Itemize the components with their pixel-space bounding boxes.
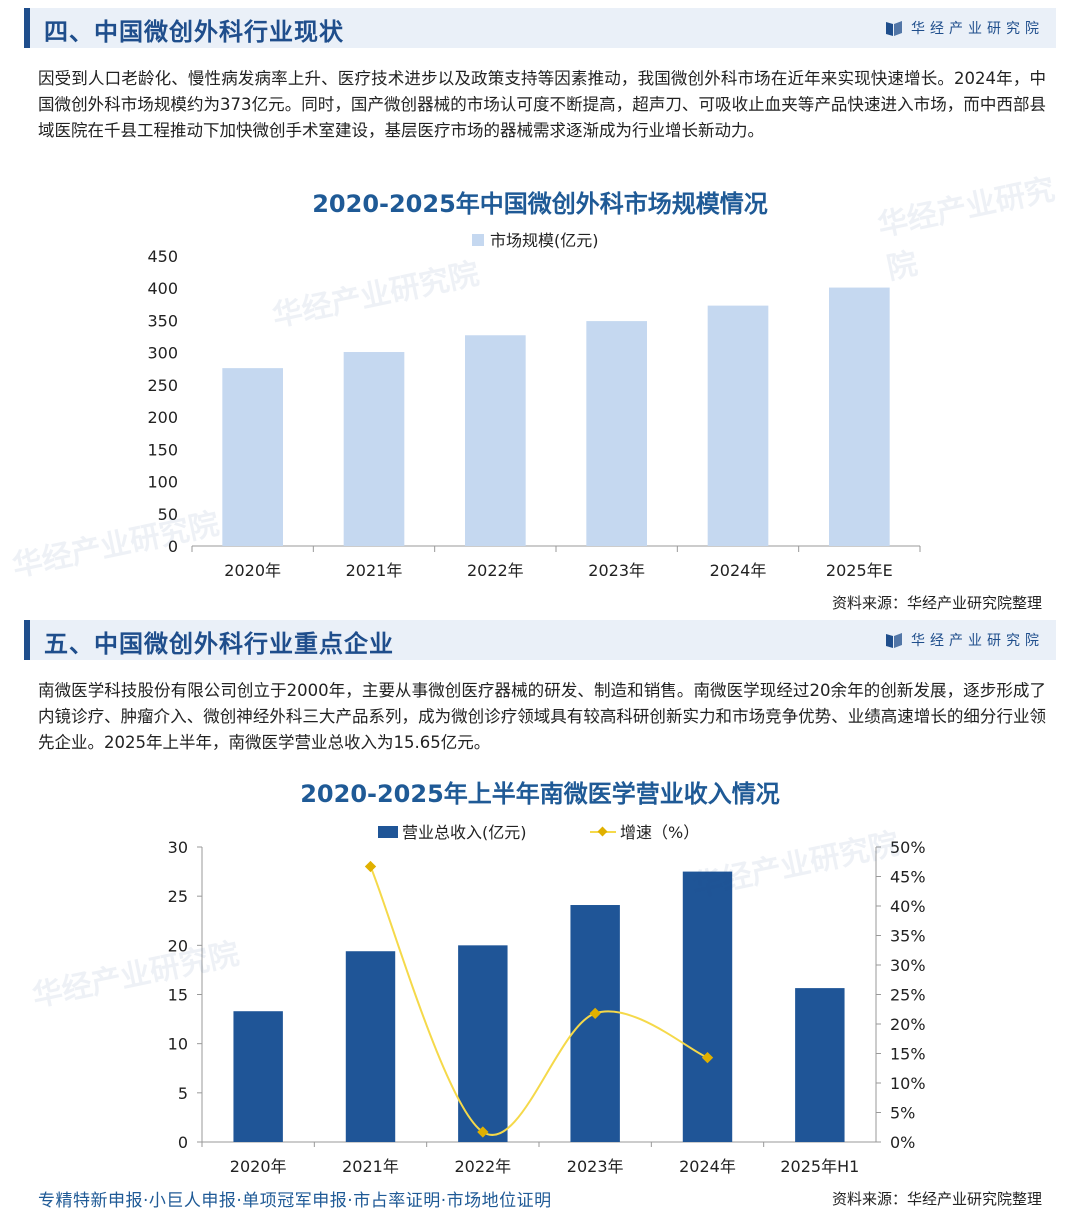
y-tick-label: 400	[147, 279, 178, 298]
y-tick-label: 20	[168, 936, 188, 955]
y2-tick-label: 50%	[890, 838, 926, 857]
x-tick-label: 2025年E	[826, 561, 893, 580]
y-tick-label: 0	[178, 1133, 188, 1152]
x-tick-label: 2025年H1	[780, 1157, 859, 1176]
y-tick-label: 250	[147, 376, 178, 395]
brand: 华经产业研究院	[885, 630, 1044, 650]
y-tick-label: 450	[147, 247, 178, 266]
legend-swatch	[378, 826, 398, 838]
x-tick-label: 2020年	[230, 1157, 287, 1176]
brand-logo-icon	[886, 21, 902, 36]
y2-tick-label: 45%	[890, 868, 926, 887]
x-tick-label: 2020年	[224, 561, 281, 580]
y-tick-label: 150	[147, 440, 178, 459]
brand-logo-icon	[886, 633, 902, 648]
y2-tick-label: 15%	[890, 1045, 926, 1064]
section-header-2: 五、中国微创外科行业重点企业 华经产业研究院	[24, 620, 1056, 660]
source-note: 资料来源：华经产业研究院整理	[831, 594, 1042, 612]
y2-tick-label: 0%	[890, 1133, 915, 1152]
company-paragraph: 南微医学科技股份有限公司创立于2000年，主要从事微创医疗器械的研发、制造和销售…	[38, 681, 1046, 752]
bar	[343, 352, 405, 546]
y-tick-label: 50	[158, 505, 178, 524]
bar	[345, 951, 396, 1142]
y-tick-label: 30	[168, 838, 188, 857]
bar	[233, 1011, 283, 1142]
y-tick-label: 10	[168, 1035, 188, 1054]
footer-links[interactable]: 专精特新申报·小巨人申报·单项冠军申报·市占率证明·市场地位证明	[38, 1191, 552, 1211]
y-tick-label: 350	[147, 311, 178, 330]
y2-tick-label: 40%	[890, 897, 926, 916]
brand-name: 华经产业研究院	[911, 21, 1044, 37]
y-tick-label: 5	[178, 1084, 188, 1103]
growth-point	[364, 860, 377, 873]
chart-title: 2020-2025年中国微创外科市场规模情况	[312, 190, 768, 218]
x-tick-label: 2023年	[567, 1157, 624, 1176]
legend-marker	[597, 826, 608, 837]
market-size-chart: 市场规模(亿元) 0 50 100 150 200 250 300 350 400 450 2020年…	[147, 231, 921, 580]
chart-title: 2020-2025年上半年南微医学营业收入情况	[300, 780, 780, 808]
bar	[458, 945, 508, 1142]
section-title: 五、中国微创外科行业重点企业	[44, 630, 394, 658]
y2-tick-label: 35%	[890, 927, 926, 946]
section-header-1: 四、中国微创外科行业现状 华经产业研究院	[24, 8, 1056, 48]
y-tick-label: 15	[168, 986, 188, 1005]
y-tick-label: 300	[147, 344, 178, 363]
growth-point	[701, 1051, 714, 1064]
x-tick-label: 2022年	[454, 1157, 511, 1176]
brand: 华经产业研究院	[885, 18, 1044, 38]
brand-name: 华经产业研究院	[911, 633, 1044, 649]
bar	[586, 321, 647, 546]
intro-paragraph: 因受到人口老龄化、慢性病发病率上升、医疗技术进步以及政策支持等因素推动，我国微创…	[38, 69, 1046, 140]
legend-swatch	[472, 234, 484, 246]
y2-tick-label: 25%	[890, 986, 926, 1005]
growth-point	[589, 1007, 601, 1020]
bar	[222, 368, 283, 546]
bar	[829, 287, 890, 546]
x-tick-label: 2022年	[467, 561, 524, 580]
source-note: 资料来源：华经产业研究院整理	[831, 1190, 1042, 1208]
revenue-chart: 营业总收入(亿元) 增速（%） 0 5 10 15 20 25 30 0% 5% 10% 15% 20% 2…	[168, 823, 926, 1176]
y-tick-label: 200	[147, 408, 178, 427]
section-title: 四、中国微创外科行业现状	[44, 18, 344, 46]
x-tick-label: 2024年	[679, 1157, 736, 1176]
legend-label: 市场规模(亿元)	[490, 231, 599, 250]
x-tick-label: 2021年	[342, 1157, 399, 1176]
x-tick-label: 2024年	[710, 561, 767, 580]
y-tick-label: 0	[168, 537, 178, 556]
bar	[570, 905, 620, 1142]
x-tick-label: 2023年	[588, 561, 645, 580]
bar	[707, 305, 769, 546]
growth-line	[369, 866, 708, 1136]
bar	[465, 335, 526, 546]
y2-tick-label: 5%	[890, 1104, 915, 1123]
y-tick-label: 100	[147, 473, 178, 492]
y2-tick-label: 30%	[890, 956, 926, 975]
y2-tick-label: 20%	[890, 1015, 926, 1034]
y-tick-label: 25	[168, 887, 188, 906]
legend-label: 增速（%）	[620, 823, 699, 842]
legend-label: 营业总收入(亿元)	[402, 823, 527, 842]
bar	[682, 871, 733, 1142]
y2-tick-label: 10%	[890, 1074, 926, 1093]
x-tick-label: 2021年	[346, 561, 403, 580]
bar	[795, 988, 845, 1142]
